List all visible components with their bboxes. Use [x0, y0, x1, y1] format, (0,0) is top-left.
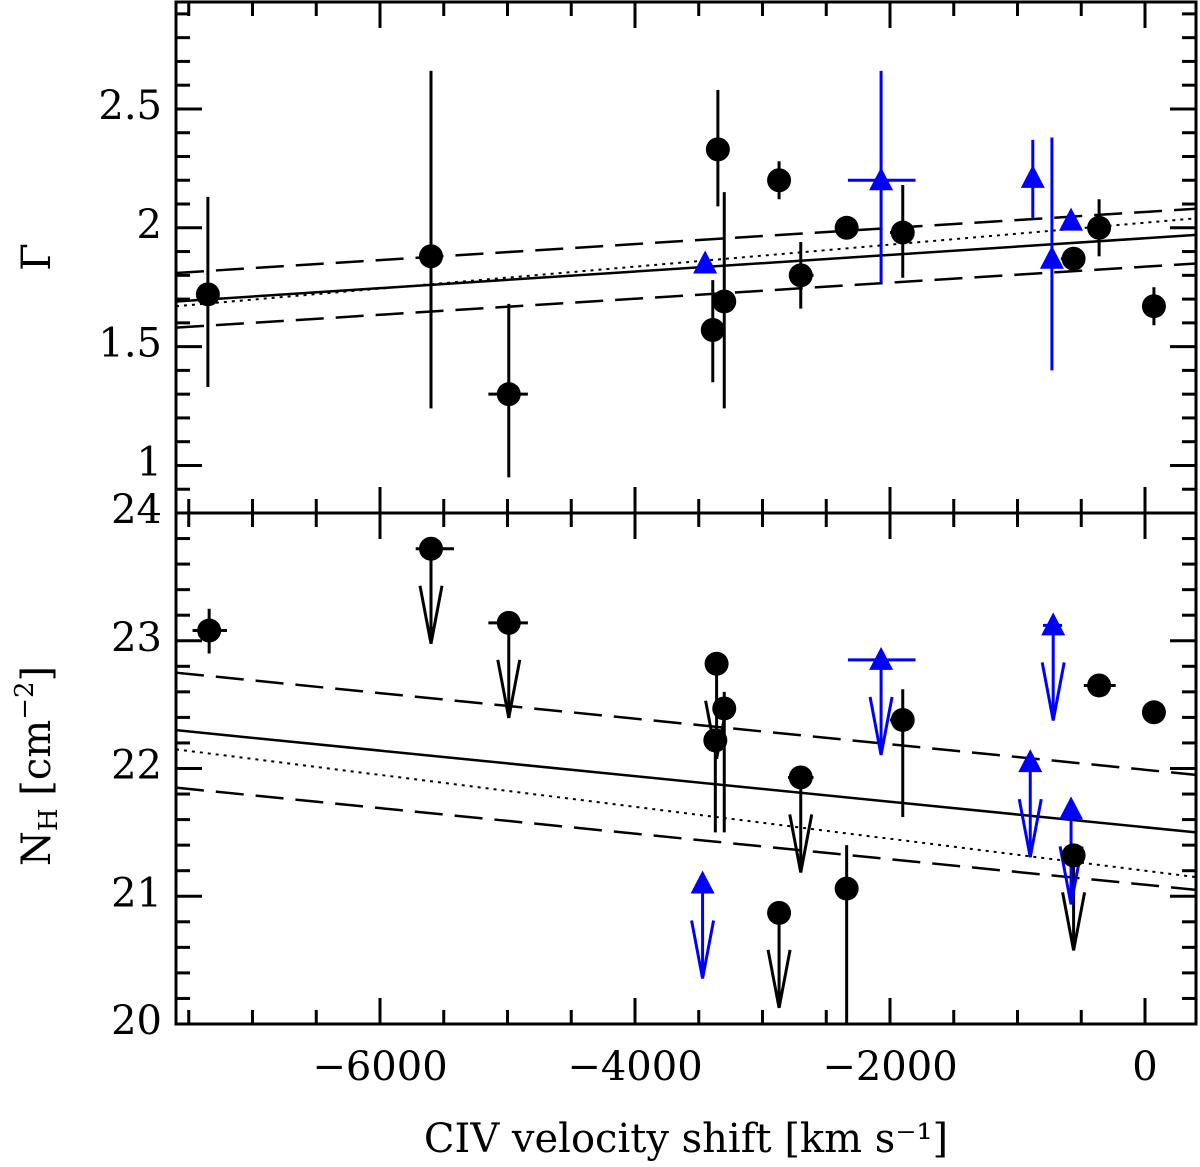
gamma-fit-dotted	[175, 217, 1197, 308]
gamma-circle-point	[890, 220, 915, 245]
nh-y-tick-label: 21	[111, 870, 162, 916]
nh-upper-limit-arrowhead	[1061, 892, 1087, 951]
nh-circle-point	[1087, 673, 1112, 698]
gamma-fit-lines	[175, 207, 1197, 329]
gamma-circle-point	[767, 168, 792, 193]
x-tick-label: −2000	[822, 1044, 957, 1090]
gamma-circle-point	[705, 137, 730, 162]
nh-upper-limit-arrowhead	[788, 814, 814, 873]
nh-panel: 20 21 22 23 24 −6000 −4000 −2000 0 NH [cm−2]	[10, 487, 1198, 1090]
nh-error-bars	[192, 547, 1116, 1024]
nh-triangle-point	[690, 870, 715, 894]
gamma-triangle-point	[693, 250, 718, 274]
gamma-y-tick-label: 1	[137, 439, 162, 485]
nh-axis-ticks: 20 21 22 23 24 −6000 −4000 −2000 0	[111, 487, 1196, 1090]
nh-circle-point	[712, 696, 737, 721]
nh-fit-lines	[175, 671, 1197, 892]
nh-data-points	[197, 536, 1166, 925]
gamma-circle-point	[788, 263, 813, 288]
nh-y-tick-label: 20	[111, 998, 162, 1044]
nh-triangle-point	[1041, 612, 1066, 636]
gamma-triangle-point	[1020, 164, 1045, 188]
nh-panel-frame	[174, 511, 1198, 1026]
nh-triangle-point	[1018, 749, 1043, 773]
nh-ylabel-superscript: −2	[10, 681, 40, 719]
nh-circle-point	[767, 900, 792, 925]
nh-circle-point	[1141, 700, 1166, 725]
nh-upper-limit-arrowhead	[690, 920, 716, 979]
nh-circle-point	[890, 707, 915, 732]
nh-triangle-point	[1059, 796, 1084, 820]
gamma-y-tick-label: 2.5	[98, 83, 162, 129]
gamma-triangle-point	[1039, 245, 1064, 269]
nh-circle-point	[197, 618, 222, 643]
gamma-circle-point	[712, 289, 737, 314]
gamma-triangle-point	[869, 167, 894, 191]
gamma-circle-point	[419, 244, 443, 269]
gamma-data-points	[195, 137, 1166, 407]
nh-ylabel-main: N	[14, 831, 60, 866]
nh-circle-point	[1061, 843, 1086, 868]
nh-upper-limit-arrowhead	[1040, 662, 1066, 721]
x-tick-label: −6000	[312, 1044, 447, 1090]
nh-ylabel-units: [cm	[14, 720, 60, 809]
gamma-circle-point	[496, 382, 521, 407]
gamma-fit-dashed	[175, 207, 1197, 275]
gamma-error-bars	[206, 70, 1156, 478]
nh-upper-limit-arrowhead	[418, 585, 444, 645]
gamma-panel: 1 1.5 2 2.5 Γ	[14, 0, 1198, 515]
nh-circle-point	[788, 765, 813, 790]
gamma-circle-point	[195, 282, 220, 307]
nh-y-tick-label: 24	[111, 487, 162, 533]
nh-fit-dashed	[175, 671, 1197, 777]
gamma-y-tick-label: 2	[137, 202, 162, 248]
nh-fit-solid	[175, 728, 1197, 834]
nh-ylabel-subscript: H	[34, 808, 64, 831]
gamma-circle-point	[1087, 215, 1112, 240]
nh-fit-dotted	[175, 748, 1197, 879]
gamma-circle-point	[1061, 246, 1086, 271]
gamma-triangle-point	[1059, 207, 1084, 231]
x-axis-label: CIV velocity shift [km s⁻¹]	[424, 1116, 948, 1162]
nh-ylabel-close: ]	[14, 666, 60, 682]
gamma-panel-frame	[174, 0, 1198, 515]
gamma-circle-point	[700, 317, 725, 342]
nh-circle-point	[704, 651, 729, 676]
nh-circle-point	[496, 610, 521, 635]
gamma-fit-dashed	[175, 262, 1197, 329]
nh-circle-point	[419, 536, 443, 561]
gamma-fit-solid	[175, 233, 1197, 303]
x-tick-label: 0	[1132, 1044, 1157, 1090]
nh-triangle-point	[869, 646, 894, 670]
nh-upper-limit-arrowhead	[496, 659, 522, 719]
nh-upper-limit-arrowhead	[766, 949, 792, 1009]
nh-y-tick-label: 22	[111, 743, 162, 789]
nh-fit-dashed	[175, 786, 1197, 892]
x-tick-label: −4000	[567, 1044, 702, 1090]
gamma-axis-ticks: 1 1.5 2 2.5	[98, 2, 1196, 515]
nh-circle-point	[703, 728, 728, 753]
gamma-circle-point	[834, 215, 859, 240]
gamma-y-axis-label: Γ	[14, 243, 60, 271]
nh-upper-limit-arrowhead	[1017, 798, 1043, 858]
gamma-y-tick-label: 1.5	[98, 321, 162, 367]
gamma-circle-point	[1141, 294, 1166, 319]
nh-y-tick-label: 23	[111, 615, 162, 661]
nh-upper-limit-arrowhead	[868, 696, 894, 756]
nh-circle-point	[834, 876, 859, 901]
nh-y-axis-label: NH [cm−2]	[10, 666, 64, 866]
